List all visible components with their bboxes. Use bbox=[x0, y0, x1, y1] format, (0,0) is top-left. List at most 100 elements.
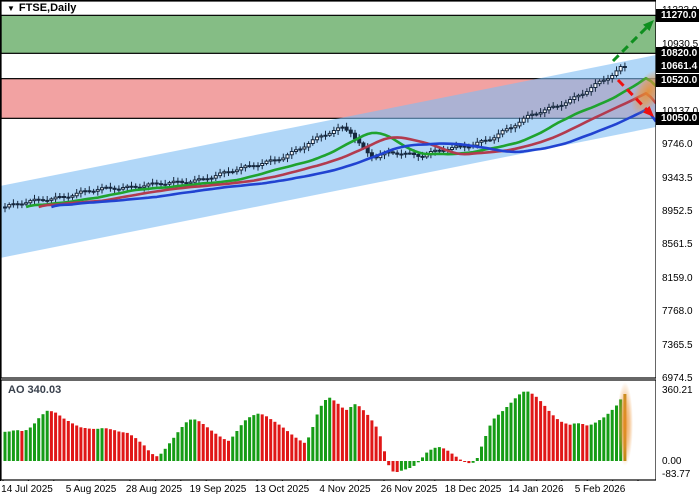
ao-bar bbox=[598, 420, 602, 461]
price-level-badge: 10050.0 bbox=[656, 111, 699, 125]
date-label: 4 Nov 2025 bbox=[319, 484, 371, 495]
ao-bar bbox=[471, 461, 475, 463]
bullish-projection-arrow-head bbox=[643, 20, 654, 31]
ao-bar bbox=[311, 427, 315, 461]
ao-bar bbox=[513, 398, 517, 461]
price-level-badge: 10820.0 bbox=[656, 46, 699, 60]
ao-bar bbox=[273, 421, 277, 461]
ao-bar bbox=[577, 423, 580, 461]
ao-bar bbox=[437, 447, 441, 461]
bearish-projection-arrow-head bbox=[643, 106, 654, 117]
ao-bar bbox=[547, 410, 551, 461]
date-label: 19 Sep 2025 bbox=[189, 484, 247, 495]
ao-bar bbox=[585, 425, 589, 461]
ao-bar bbox=[324, 400, 327, 461]
ao-bar bbox=[518, 394, 521, 461]
ao-bar bbox=[307, 437, 311, 461]
date-label: 18 Dec 2025 bbox=[444, 484, 502, 495]
ao-bar bbox=[151, 454, 155, 461]
ma-fast bbox=[25, 76, 657, 209]
date-label: 26 Nov 2025 bbox=[380, 484, 438, 495]
ao-bar bbox=[96, 428, 100, 461]
ao-bar bbox=[222, 439, 226, 461]
price-axis[interactable]: 11333.010930.510137.09746.09343.58952.58… bbox=[656, 0, 700, 481]
ao-bar bbox=[463, 461, 467, 462]
ao-bar bbox=[16, 430, 20, 461]
ao-bar bbox=[602, 417, 606, 461]
ao-indicator-label: AO 340.03 bbox=[8, 384, 62, 396]
date-label: 13 Oct 2025 bbox=[254, 484, 310, 495]
ao-bar bbox=[49, 411, 53, 461]
ao-bar bbox=[357, 406, 361, 461]
ao-bar bbox=[45, 410, 49, 461]
price-tick-label: 360.21 bbox=[662, 385, 693, 396]
ao-bar bbox=[176, 432, 180, 461]
ao-bar bbox=[555, 419, 559, 461]
ao-bar bbox=[256, 413, 260, 461]
ao-bar bbox=[551, 415, 555, 461]
ao-bar bbox=[572, 423, 576, 461]
ao-bar bbox=[442, 448, 446, 461]
ao-last-bar-highlight bbox=[617, 382, 633, 466]
price-tick-label: 8952.5 bbox=[662, 206, 693, 217]
ao-bar bbox=[610, 409, 614, 461]
ao-bar bbox=[286, 431, 289, 461]
ao-bar bbox=[505, 407, 509, 461]
ao-bar bbox=[404, 461, 408, 470]
ao-bar bbox=[332, 400, 336, 461]
ao-bar bbox=[125, 432, 129, 461]
ao-bar bbox=[11, 430, 15, 461]
ao-bar bbox=[3, 431, 7, 461]
ao-bar bbox=[319, 405, 323, 461]
ao-bar bbox=[501, 411, 505, 461]
ao-bar bbox=[75, 425, 79, 461]
ao-bar bbox=[391, 461, 395, 472]
ao-bar bbox=[87, 428, 91, 461]
ao-bar bbox=[294, 437, 298, 461]
ao-bar bbox=[7, 431, 11, 461]
ao-bar bbox=[425, 452, 429, 461]
ao-bar bbox=[100, 428, 104, 461]
ao-bar bbox=[421, 457, 424, 461]
ao-bar bbox=[488, 425, 492, 461]
ao-bar bbox=[615, 405, 618, 461]
ao-bar bbox=[593, 422, 597, 461]
ao-bar bbox=[564, 423, 568, 461]
ao-bar bbox=[24, 430, 28, 461]
ao-bar bbox=[37, 418, 41, 461]
price-tick-label: 10930.5 bbox=[662, 39, 699, 50]
ao-bar bbox=[163, 448, 167, 461]
ao-bar bbox=[568, 424, 572, 461]
ao-bar bbox=[606, 413, 610, 461]
ao-bar bbox=[581, 424, 585, 461]
ascending-channel bbox=[0, 55, 656, 258]
ao-bar bbox=[281, 427, 285, 461]
ao-bar bbox=[560, 421, 564, 461]
ao-bar bbox=[159, 453, 163, 461]
ao-bar bbox=[66, 421, 70, 461]
bearish-projection-arrow bbox=[616, 78, 650, 113]
ao-bar bbox=[180, 427, 184, 461]
ao-bar bbox=[416, 461, 420, 463]
ao-bar bbox=[218, 436, 222, 461]
ao-bar bbox=[589, 424, 593, 461]
price-level-badge: 10661.4 bbox=[656, 59, 699, 73]
price-tick-label: 8159.0 bbox=[662, 273, 693, 284]
ao-bar bbox=[130, 435, 133, 461]
ao-bar bbox=[243, 420, 247, 461]
ao-bar bbox=[395, 461, 399, 472]
ao-bar bbox=[108, 429, 112, 461]
ao-bar bbox=[492, 418, 496, 461]
date-label: 5 Aug 2025 bbox=[65, 484, 117, 495]
ao-bar bbox=[193, 419, 197, 461]
ao-bar bbox=[248, 417, 252, 461]
symbol-timeframe-dropdown[interactable]: ▼ FTSE,Daily bbox=[7, 2, 76, 14]
ao-bar bbox=[496, 414, 500, 461]
ao-bar bbox=[205, 427, 209, 461]
ao-bar bbox=[539, 401, 543, 461]
ao-bar bbox=[328, 397, 332, 461]
time-axis[interactable]: 14 Jul 2025 5 Aug 2025 28 Aug 2025 19 Sep 2… bbox=[0, 481, 700, 500]
ao-bar bbox=[28, 427, 32, 461]
ao-bar bbox=[399, 461, 403, 471]
